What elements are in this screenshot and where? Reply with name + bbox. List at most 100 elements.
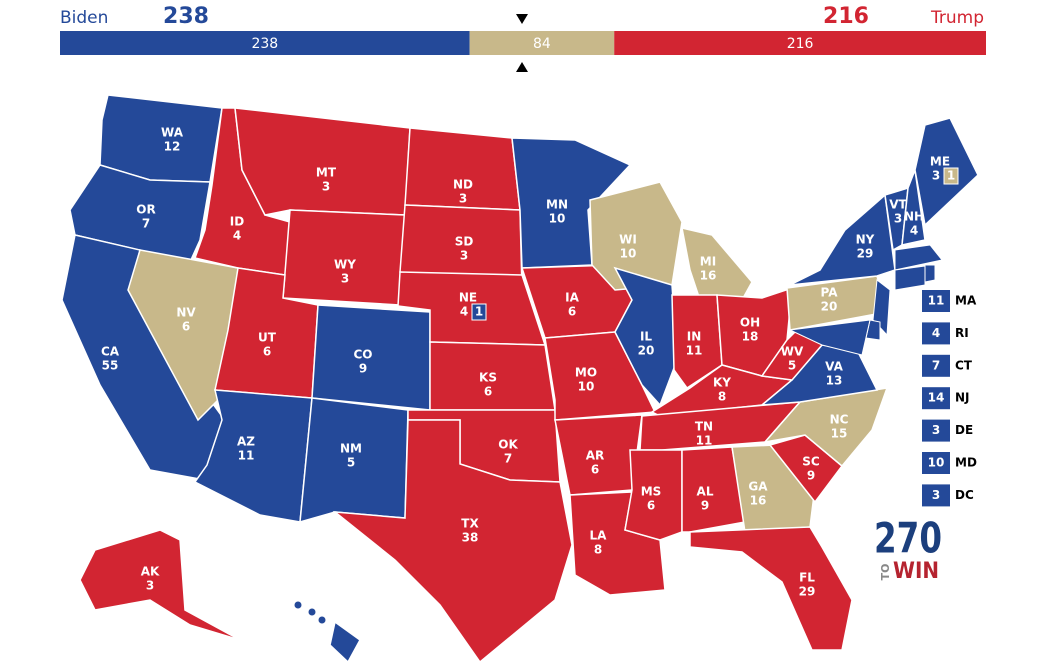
- state-name: UT: [258, 331, 277, 345]
- state: [127, 249, 239, 422]
- side-votes: 7: [932, 358, 940, 372]
- side-votes: 11: [928, 294, 945, 308]
- state-votes: 3: [341, 272, 349, 286]
- island: [294, 601, 302, 609]
- state: [788, 319, 871, 356]
- side-votes: 4: [932, 326, 940, 340]
- side-name: DE: [955, 423, 973, 437]
- island: [308, 608, 316, 616]
- logo-number: 270: [874, 514, 942, 563]
- state-name: KY: [713, 376, 731, 390]
- state-votes: 6: [591, 463, 599, 477]
- state-votes: 6: [484, 385, 492, 399]
- state-name: AZ: [237, 435, 255, 449]
- state-votes: 3: [146, 579, 154, 593]
- state-name: HI: [315, 640, 330, 654]
- state-name: WI: [619, 233, 637, 247]
- state-name: OH: [740, 316, 760, 330]
- state: [789, 193, 896, 286]
- state-votes: 10: [549, 212, 566, 226]
- state-votes: 29: [799, 585, 816, 599]
- state-name: OK: [498, 438, 518, 452]
- state-votes: 11: [696, 434, 713, 448]
- state: [329, 620, 361, 664]
- state-name: NE: [459, 291, 477, 305]
- district-box: [471, 303, 487, 321]
- state-name: NM: [340, 442, 362, 456]
- state: [79, 529, 241, 641]
- side-box: [922, 354, 950, 377]
- state-votes: 18: [742, 330, 759, 344]
- logo-win: WIN: [893, 559, 939, 584]
- side-box: [922, 322, 950, 345]
- right-name: Trump: [930, 8, 984, 28]
- bar-label: 216: [787, 36, 814, 52]
- island: [318, 616, 326, 624]
- side-votes: 10: [928, 456, 945, 470]
- state-name: FL: [799, 571, 815, 585]
- state-votes: 4: [318, 654, 326, 668]
- state: [69, 164, 211, 263]
- state-name: SC: [802, 455, 820, 469]
- side-name: RI: [955, 326, 969, 340]
- state-name: OR: [136, 203, 155, 217]
- state-votes: 3: [932, 169, 940, 183]
- state-votes: 9: [359, 362, 367, 376]
- state: [234, 107, 411, 216]
- state-name: MT: [316, 166, 337, 180]
- side-votes: 3: [932, 488, 940, 502]
- state-votes: 3: [894, 212, 902, 226]
- state-name: VT: [889, 198, 907, 212]
- state: [671, 294, 723, 390]
- state-votes: 6: [182, 320, 190, 334]
- state-votes: 8: [718, 390, 726, 404]
- district-votes: 1: [475, 305, 483, 319]
- state: [511, 137, 632, 269]
- state: [681, 446, 746, 533]
- state-name: NV: [176, 306, 196, 320]
- district-votes: 1: [947, 169, 955, 183]
- state-name: NC: [830, 413, 849, 427]
- bar-label: 238: [251, 36, 278, 52]
- state-name: KS: [479, 371, 497, 385]
- state-votes: 4: [910, 224, 918, 238]
- state-votes: 11: [238, 449, 255, 463]
- side-box: [922, 387, 950, 410]
- state-name: CO: [353, 348, 372, 362]
- state-votes: 16: [750, 494, 767, 508]
- side-votes: 3: [932, 423, 940, 437]
- left-total: 238: [163, 4, 209, 29]
- side-votes: 14: [928, 391, 945, 405]
- state-name: TX: [461, 517, 479, 531]
- state-votes: 5: [347, 456, 355, 470]
- side-name: CT: [955, 358, 973, 372]
- bar-label: 84: [533, 36, 551, 52]
- state-votes: 20: [821, 300, 838, 314]
- state-votes: 20: [638, 344, 655, 358]
- state-votes: 8: [594, 543, 602, 557]
- state-name: AR: [586, 449, 605, 463]
- left-name: Biden: [60, 8, 108, 28]
- state-name: MO: [575, 366, 597, 380]
- state-votes: 38: [462, 531, 479, 545]
- state-votes: 5: [788, 359, 796, 373]
- state: [332, 419, 573, 664]
- state-votes: 3: [459, 192, 467, 206]
- state: [901, 167, 926, 246]
- state-name: IN: [687, 330, 702, 344]
- state-name: ME: [930, 155, 950, 169]
- state-name: WV: [781, 345, 804, 359]
- state-name: MN: [546, 198, 568, 212]
- state-votes: 4: [233, 229, 241, 243]
- side-name: MD: [955, 456, 977, 470]
- state-votes: 4: [460, 305, 468, 319]
- state-name: ND: [453, 178, 473, 192]
- state-votes: 10: [578, 380, 595, 394]
- side-box: [922, 484, 950, 507]
- state-votes: 15: [831, 427, 848, 441]
- state-name: WY: [334, 258, 356, 272]
- state-name: NH: [904, 210, 924, 224]
- bar-segment: [60, 31, 470, 55]
- state-name: IL: [640, 330, 652, 344]
